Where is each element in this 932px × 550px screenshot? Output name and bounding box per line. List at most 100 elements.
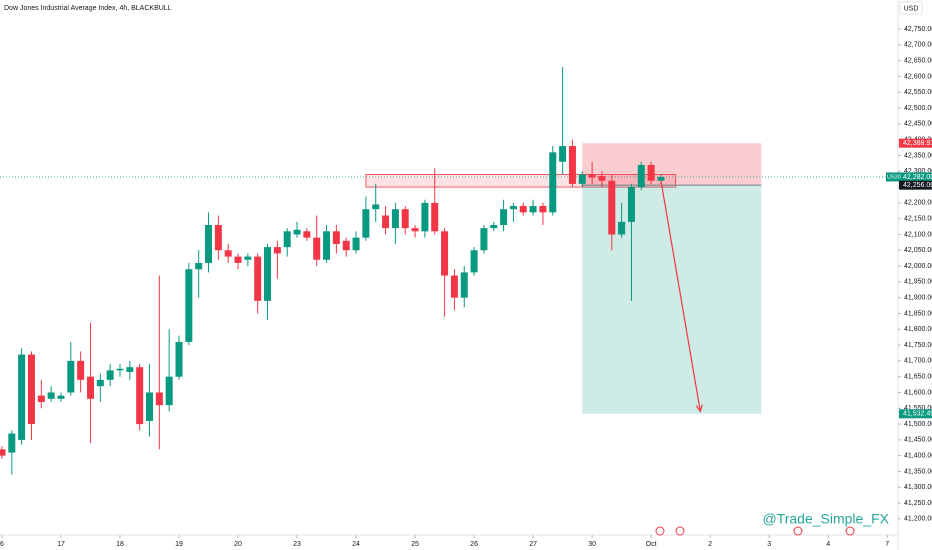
y-tick-label: 42,750.00 bbox=[904, 26, 932, 33]
candle-body bbox=[47, 392, 55, 399]
x-tick-label: 26 bbox=[470, 541, 478, 548]
axes: 41,200.00 41,250.00 41,300.00 41,350.00 41,4… bbox=[0, 26, 932, 548]
y-tick-label: 42,100.00 bbox=[904, 231, 932, 238]
x-tick-label: 27 bbox=[529, 541, 537, 548]
candle-body bbox=[273, 247, 281, 254]
y-tick-label: 41,300.00 bbox=[904, 484, 932, 491]
candle-body bbox=[372, 204, 380, 210]
x-tick-label: 20 bbox=[234, 541, 242, 548]
candle-body bbox=[470, 250, 478, 273]
candle-body bbox=[382, 215, 390, 229]
symbol: US30 bbox=[887, 174, 901, 180]
currency: USD bbox=[904, 5, 919, 12]
price-label: 41,532.49 bbox=[903, 411, 932, 418]
y-tick-label: 41,550.00 bbox=[904, 405, 932, 412]
x-tick-label: 6 bbox=[0, 541, 4, 548]
candle-body bbox=[155, 392, 163, 406]
candle-body bbox=[18, 354, 26, 440]
x-tick-label: 2 bbox=[708, 541, 712, 548]
y-tick-label: 42,450.00 bbox=[904, 121, 932, 128]
candle-body bbox=[293, 229, 301, 235]
event-icon bbox=[655, 526, 665, 536]
x-tick-label: 24 bbox=[352, 541, 360, 548]
arrow bbox=[660, 180, 701, 412]
candle-body bbox=[106, 370, 114, 380]
candle-body bbox=[519, 206, 527, 213]
y-tick-label: 41,450.00 bbox=[904, 437, 932, 444]
y-tick-label: 42,500.00 bbox=[904, 105, 932, 112]
candle-body bbox=[323, 231, 331, 260]
price-label: 42,388.91 bbox=[903, 140, 932, 147]
candles bbox=[0, 66, 665, 475]
candle-body bbox=[657, 176, 665, 181]
candle-body bbox=[116, 368, 124, 371]
y-tick-label: 41,650.00 bbox=[904, 374, 932, 381]
candle-body bbox=[411, 228, 419, 232]
currency-box bbox=[899, 1, 923, 15]
event-icon bbox=[845, 526, 855, 536]
price-label: 42,282.00 bbox=[903, 174, 932, 181]
candle-body bbox=[391, 209, 399, 229]
x-tick-label: Oct bbox=[646, 541, 657, 548]
candle-body bbox=[234, 256, 242, 263]
price-label-box bbox=[899, 138, 932, 148]
candle-body bbox=[627, 187, 635, 222]
candle-body bbox=[214, 224, 222, 251]
candle-body bbox=[568, 145, 576, 184]
symbol-box bbox=[886, 172, 899, 182]
candle-body bbox=[598, 176, 606, 181]
candle-body bbox=[86, 376, 94, 399]
candle-body bbox=[401, 209, 409, 229]
candle-body bbox=[431, 202, 439, 232]
x-tick-label: 17 bbox=[57, 541, 65, 548]
y-tick-label: 42,550.00 bbox=[904, 89, 932, 96]
y-tick-label: 41,950.00 bbox=[904, 279, 932, 286]
y-tick-label: 41,800.00 bbox=[904, 326, 932, 333]
candle-body bbox=[608, 180, 616, 235]
candle-body bbox=[509, 206, 517, 210]
event-icon bbox=[793, 526, 803, 536]
candle-body bbox=[67, 360, 75, 393]
candle-body bbox=[57, 395, 65, 399]
candle-body bbox=[460, 272, 468, 298]
candle-body bbox=[96, 379, 104, 387]
y-tick-label: 41,400.00 bbox=[904, 453, 932, 460]
watermark: @Trade_Simple_FX bbox=[762, 511, 889, 527]
candle-body bbox=[126, 367, 134, 372]
x-tick-label: 4 bbox=[826, 541, 830, 548]
candle-body bbox=[8, 433, 16, 453]
x-tick-label: 3 bbox=[767, 541, 771, 548]
candle-body bbox=[313, 237, 321, 260]
candle-body bbox=[283, 231, 291, 248]
candle-body bbox=[205, 224, 213, 263]
price-label-box bbox=[899, 409, 932, 419]
candle-body bbox=[618, 221, 626, 235]
y-tick-label: 41,750.00 bbox=[904, 342, 932, 349]
candle-body bbox=[264, 247, 272, 301]
candle-body bbox=[421, 202, 429, 232]
y-tick-label: 41,700.00 bbox=[904, 358, 932, 365]
x-tick-label: 19 bbox=[175, 541, 183, 548]
y-tick-label: 42,700.00 bbox=[904, 42, 932, 49]
y-tick-label: 41,250.00 bbox=[904, 500, 932, 507]
candle-body bbox=[303, 231, 311, 238]
chart-title: Dow Jones Industrial Average Index, 4h, … bbox=[4, 5, 172, 12]
y-tick-label: 42,200.00 bbox=[904, 200, 932, 207]
x-tick-label: 7 bbox=[885, 541, 889, 548]
candle-body bbox=[175, 341, 183, 377]
candle-body bbox=[342, 240, 350, 251]
candle-body bbox=[480, 228, 488, 251]
x-tick-label: 23 bbox=[293, 541, 301, 548]
event-icons bbox=[655, 526, 855, 536]
candle-body bbox=[254, 256, 262, 301]
candle-body bbox=[0, 449, 6, 456]
candle-body bbox=[500, 209, 508, 225]
zone bbox=[365, 174, 677, 188]
candle-body bbox=[224, 250, 232, 257]
candle-body bbox=[559, 145, 567, 162]
y-tick-label: 42,350.00 bbox=[904, 152, 932, 159]
candle-body bbox=[588, 174, 596, 178]
y-tick-label: 42,050.00 bbox=[904, 247, 932, 254]
drawings-front bbox=[660, 180, 703, 413]
